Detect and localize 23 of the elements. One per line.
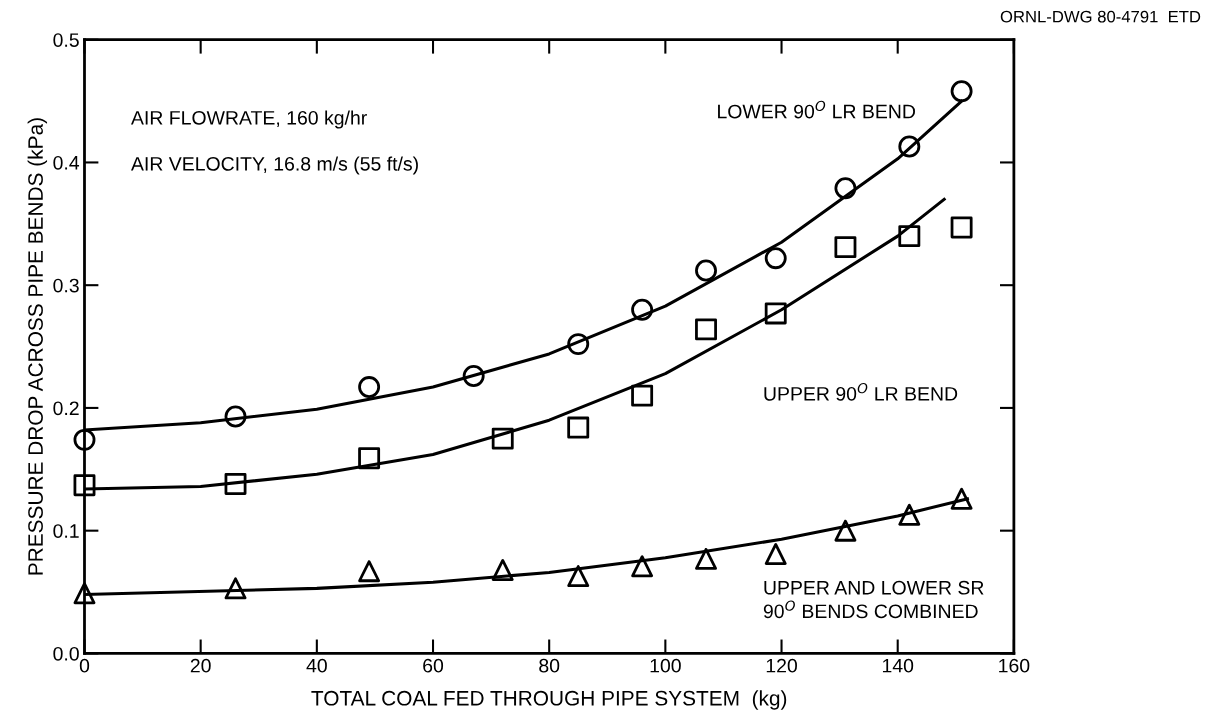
y-tick-label: 0.3 (53, 278, 79, 293)
x-tick-label: 0 (79, 658, 90, 673)
y-tick-label: 0.5 (53, 33, 79, 47)
text: ORNL-DWG 80-4791 ETD (1000, 10, 1201, 23)
y-tick-label: 0.0 (53, 646, 79, 661)
y-tick-label: 0.4 (53, 155, 80, 170)
y-axis-title: PRESSURE DROP ACROSS PIPE BENDS (kPa) (27, 118, 48, 575)
annotation: AIR VELOCITY, 16.8 m/s (55 ft/s) (131, 156, 418, 175)
x-tick-label: 140 (882, 658, 914, 673)
y-tick-label: 0.2 (53, 401, 79, 416)
x-axis-title: TOTAL COAL FED THROUGH PIPE SYSTEM (kg) (311, 690, 787, 710)
x-tick-label: 60 (423, 658, 444, 673)
annotation: AIR FLOWRATE, 160 kg/hr (131, 110, 367, 129)
x-tick-label: 100 (650, 658, 681, 673)
x-tick-label: 160 (999, 658, 1030, 673)
x-tick-label: 80 (539, 658, 560, 673)
y-tick-label: 0.1 (53, 524, 79, 538)
annotation: UPPER AND LOWER SR 90$^{O}$ BENDS COMBINED (763, 580, 984, 619)
x-tick-label: 120 (766, 658, 797, 673)
x-tick-label: 20 (190, 658, 211, 673)
annotation: LOWER 90$^{O}$ LR BEND (718, 100, 915, 119)
annotation: UPPER 90$^{O}$ LR BEND (764, 382, 958, 401)
x-tick-label: 40 (306, 658, 327, 673)
